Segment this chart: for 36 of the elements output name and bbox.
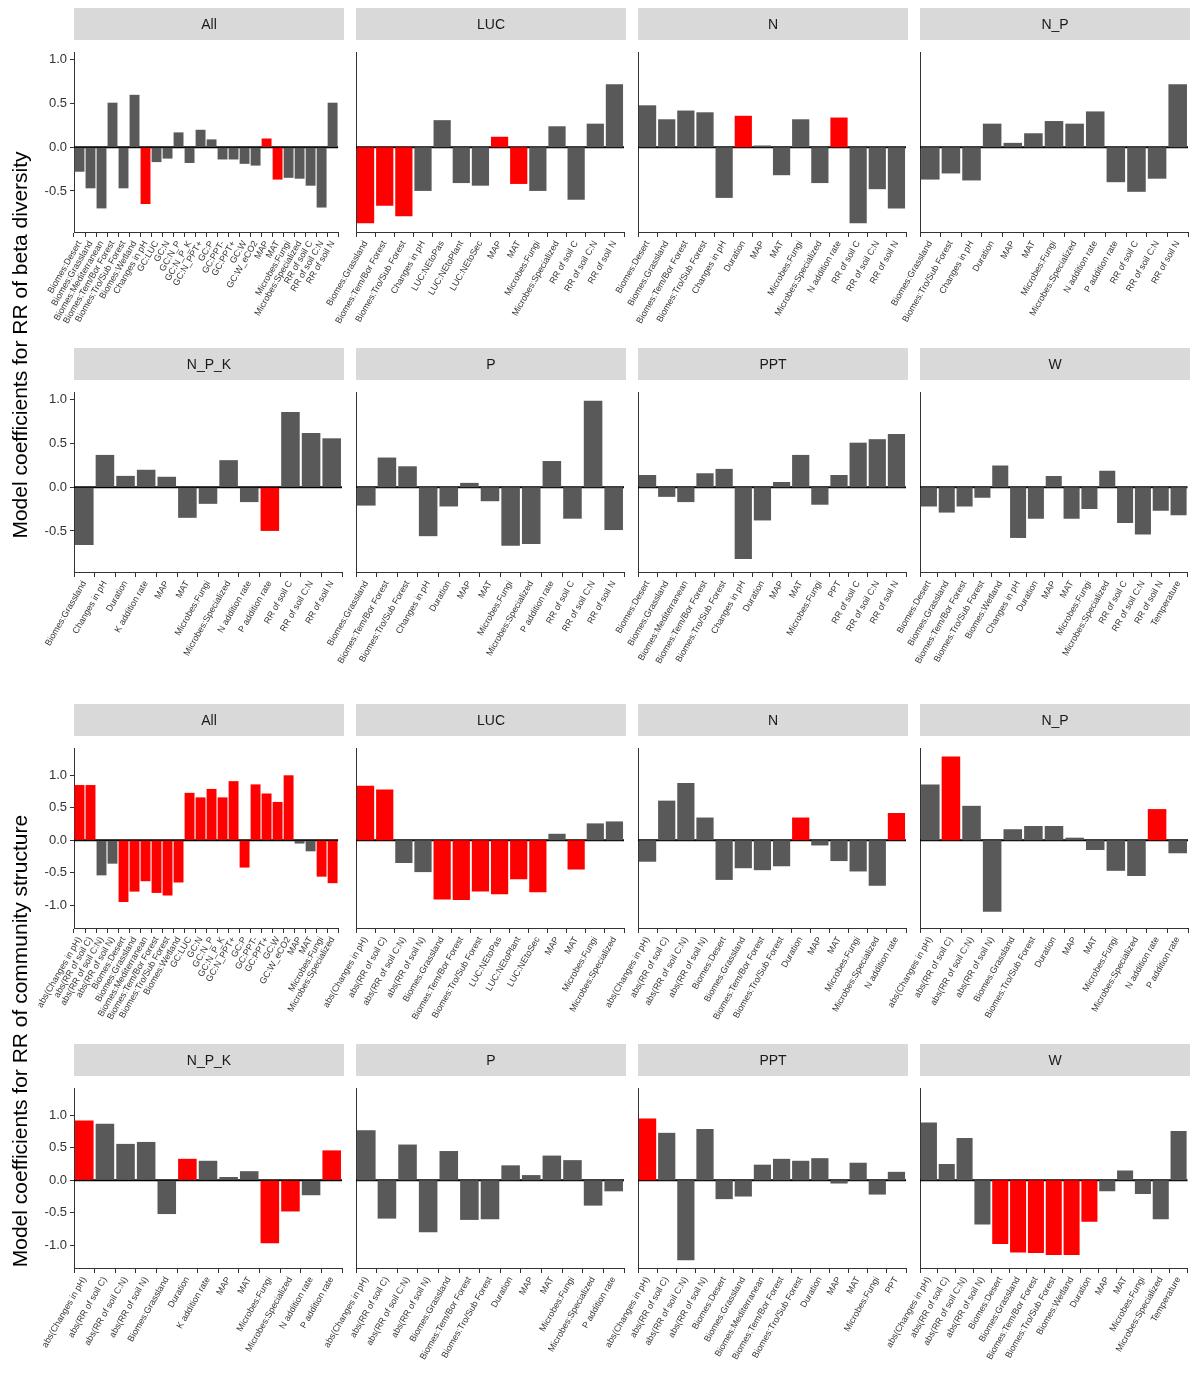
chart-title: N xyxy=(638,704,908,736)
chart-title: P xyxy=(356,348,626,380)
chart-title: LUC xyxy=(356,704,626,736)
y-tick-label: -0.5 xyxy=(44,864,67,880)
chart-title: W xyxy=(920,1044,1190,1076)
chart-title: All xyxy=(74,8,344,40)
y-tick-label: -1.0 xyxy=(44,1236,67,1252)
y-tick-label: 1.0 xyxy=(48,766,67,782)
y-axis-title: Model coefficients for RR of beta diversity xyxy=(8,151,32,539)
y-tick-label: 0.5 xyxy=(48,95,67,111)
y-tick-label: 0.0 xyxy=(48,478,67,494)
chart-title: N xyxy=(638,8,908,40)
chart-title: N_P_K xyxy=(74,1044,344,1076)
y-tick-label: 1.0 xyxy=(48,51,67,67)
y-tick-label: 1.0 xyxy=(48,1106,67,1122)
chart-title: PPT xyxy=(638,348,908,380)
chart-title: N_P xyxy=(920,8,1190,40)
y-tick-label: 0.0 xyxy=(48,138,67,154)
y-tick-label: -0.5 xyxy=(44,1204,67,1220)
y-tick-label: 0.0 xyxy=(48,831,67,847)
y-tick-label: 0.5 xyxy=(48,799,67,815)
chart-title: LUC xyxy=(356,8,626,40)
chart-title: PPT xyxy=(638,1044,908,1076)
y-tick-label: 0.5 xyxy=(48,435,67,451)
y-tick-label: -0.5 xyxy=(44,522,67,538)
y-tick-label: -1.0 xyxy=(44,896,67,912)
y-tick-label: 1.0 xyxy=(48,391,67,407)
chart-title: N_P xyxy=(920,704,1190,736)
y-tick-label: 0.5 xyxy=(48,1139,67,1155)
chart-title: P xyxy=(356,1044,626,1076)
y-axis-title: Model coefficients for RR of community structure xyxy=(8,814,32,1268)
chart-title: N_P_K xyxy=(74,348,344,380)
chart-title: W xyxy=(920,348,1190,380)
chart-title: All xyxy=(74,704,344,736)
y-tick-label: -0.5 xyxy=(44,182,67,198)
y-tick-label: 0.0 xyxy=(48,1171,67,1187)
